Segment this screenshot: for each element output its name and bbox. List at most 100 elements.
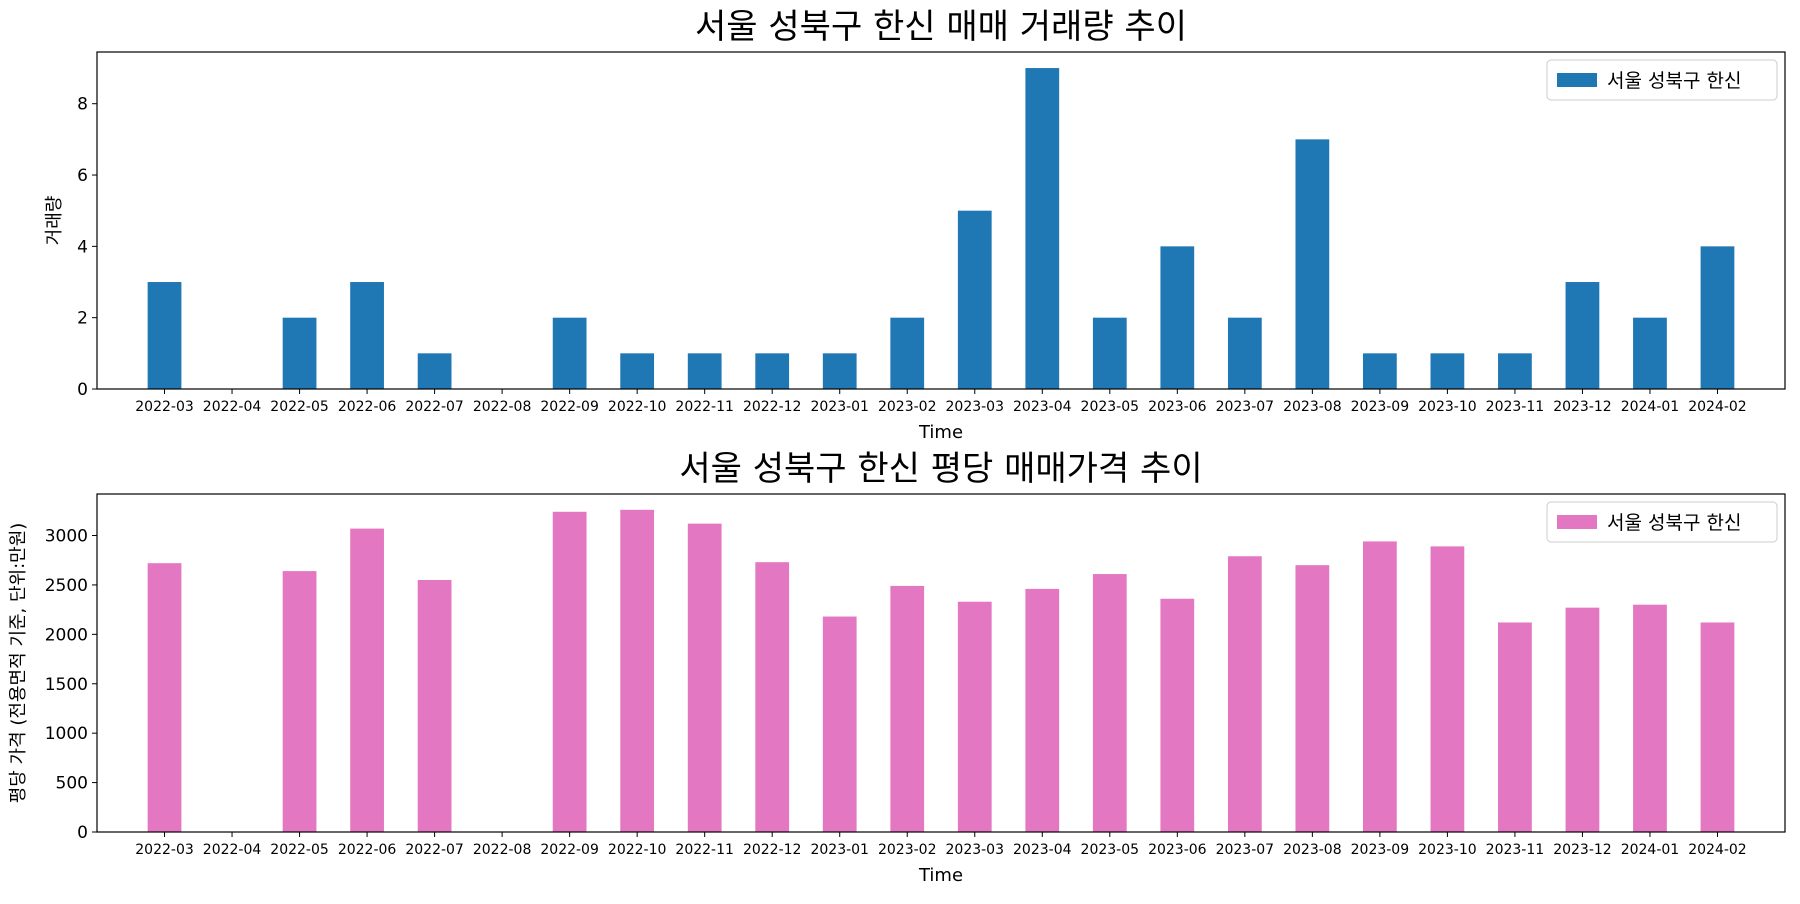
volume-x-tick-label: 2023-01	[810, 399, 869, 415]
price-x-tick-label: 2022-06	[338, 842, 397, 858]
volume-bar-2022-10	[620, 353, 655, 389]
volume-bar-2024-01	[1633, 317, 1667, 389]
price-y-axis-label: 평당 가격 (전용면적 기준, 단위:만원)	[8, 523, 29, 804]
volume-bar-2024-02	[1700, 246, 1735, 389]
price-bar-2023-01	[822, 616, 857, 832]
volume-bar-2023-07	[1227, 317, 1262, 389]
price-x-tick-label: 2022-08	[473, 842, 532, 858]
volume-x-tick-label: 2023-07	[1216, 399, 1275, 415]
volume-bar-2023-04	[1025, 68, 1060, 390]
price-bar-2023-10	[1430, 546, 1465, 832]
volume-bar-2022-03	[147, 282, 182, 389]
price-bar-2022-09	[552, 511, 587, 832]
price-bar-2023-12	[1565, 607, 1600, 832]
volume-bar-2023-03	[957, 210, 992, 389]
volume-x-tick-label: 2023-04	[1013, 399, 1072, 415]
volume-bar-2022-12	[755, 353, 790, 389]
volume-bar-2023-08	[1295, 139, 1330, 389]
volume-x-tick-label: 2023-06	[1148, 399, 1207, 415]
price-x-tick-label: 2022-07	[405, 842, 464, 858]
price-y-tick-label: 3000	[45, 527, 88, 547]
volume-x-tick-label: 2023-10	[1418, 399, 1477, 415]
price-x-tick-label: 2022-09	[540, 842, 599, 858]
price-legend-swatch	[1557, 515, 1597, 529]
price-x-tick-label: 2022-04	[203, 842, 262, 858]
price-y-tick-label: 500	[56, 774, 88, 794]
volume-bar-2022-05	[282, 317, 317, 389]
price-bar-2022-10	[620, 509, 655, 832]
price-x-tick-label: 2023-06	[1148, 842, 1207, 858]
price-chart-title: 서울 성북구 한신 평당 매매가격 추이	[679, 449, 1202, 489]
volume-y-tick-label: 8	[77, 95, 88, 115]
price-bar-2022-03	[147, 563, 182, 832]
volume-x-tick-label: 2022-06	[338, 399, 397, 415]
price-y-tick-label: 2500	[45, 576, 88, 596]
volume-legend-swatch	[1557, 73, 1597, 87]
volume-x-tick-label: 2024-02	[1688, 399, 1747, 415]
price-bar-2023-07	[1227, 556, 1262, 832]
volume-x-tick-label: 2022-07	[405, 399, 464, 415]
price-bar-2023-02	[890, 585, 925, 832]
price-x-tick-label: 2024-02	[1688, 842, 1747, 858]
price-chart: 서울 성북구 한신 평당 매매가격 추이 2022-03 2022-04 2022-0…	[8, 449, 1786, 886]
volume-chart: 서울 성북구 한신 매매 거래량 추이 2022-03 2022-04 2022-05…	[44, 7, 1786, 443]
price-bar-2024-02	[1700, 622, 1735, 832]
volume-x-tick-label: 2023-09	[1351, 399, 1410, 415]
volume-bar-2023-05	[1092, 317, 1127, 389]
volume-x-axis-label: Time	[918, 422, 963, 443]
price-x-tick-label: 2023-03	[946, 842, 1005, 858]
price-x-axis-label: Time	[918, 865, 963, 886]
price-x-tick-label: 2023-10	[1418, 842, 1477, 858]
price-bar-2024-01	[1633, 604, 1667, 832]
price-x-tick-label: 2023-08	[1283, 842, 1342, 858]
volume-bar-2023-11	[1498, 353, 1532, 389]
volume-x-tick-label: 2023-05	[1081, 399, 1140, 415]
volume-x-tick-label: 2023-08	[1283, 399, 1342, 415]
volume-x-tick-label: 2022-03	[135, 399, 194, 415]
volume-y-tick-label: 0	[77, 380, 88, 400]
volume-x-tick-label: 2023-11	[1486, 399, 1545, 415]
price-bar-2022-07	[417, 579, 452, 832]
volume-bar-2023-12	[1565, 282, 1600, 389]
price-plot-frame	[96, 493, 1786, 833]
volume-bar-2023-01	[822, 353, 857, 389]
price-x-tick-label: 2024-01	[1621, 842, 1680, 858]
volume-chart-title: 서울 성북구 한신 매매 거래량 추이	[695, 7, 1187, 47]
volume-x-tick-label: 2022-12	[743, 399, 802, 415]
volume-bar-2023-06	[1160, 246, 1195, 389]
volume-bar-2023-02	[890, 317, 925, 389]
volume-bar-2022-07	[417, 353, 452, 389]
volume-x-tick-label: 2024-01	[1621, 399, 1680, 415]
volume-bar-2022-06	[350, 282, 384, 389]
price-bar-2023-09	[1363, 541, 1397, 832]
volume-x-tick-label: 2022-11	[675, 399, 734, 415]
volume-x-tick-label: 2022-04	[203, 399, 262, 415]
volume-bar-2022-11	[687, 353, 722, 389]
volume-bar-2023-09	[1363, 353, 1397, 389]
volume-x-tick-label: 2022-10	[608, 399, 667, 415]
price-bar-2023-04	[1025, 588, 1060, 832]
price-x-tick-label: 2023-07	[1216, 842, 1275, 858]
price-x-tick-label: 2022-12	[743, 842, 802, 858]
price-bar-2023-11	[1498, 622, 1532, 832]
price-bar-2022-05	[282, 571, 317, 832]
price-x-tick-label: 2023-01	[810, 842, 869, 858]
price-bar-2022-06	[350, 528, 384, 832]
price-y-tick-label: 1000	[45, 724, 88, 744]
price-y-tick-label: 1500	[45, 675, 88, 695]
price-x-tick-label: 2023-04	[1013, 842, 1072, 858]
price-y-tick-label: 2000	[45, 625, 88, 645]
volume-x-tick-label: 2022-08	[473, 399, 532, 415]
price-bar-2022-11	[687, 523, 722, 832]
price-legend: 서울 성북구 한신	[1546, 501, 1778, 543]
volume-legend-label: 서울 성북구 한신	[1607, 70, 1741, 92]
price-x-tick-label: 2022-11	[675, 842, 734, 858]
price-x-tick-label: 2023-11	[1486, 842, 1545, 858]
price-bar-2023-06	[1160, 598, 1195, 832]
volume-x-tick-label: 2023-12	[1553, 399, 1612, 415]
price-x-tick-label: 2023-09	[1351, 842, 1410, 858]
volume-plot-frame	[96, 51, 1786, 390]
volume-legend: 서울 성북구 한신	[1546, 59, 1778, 101]
